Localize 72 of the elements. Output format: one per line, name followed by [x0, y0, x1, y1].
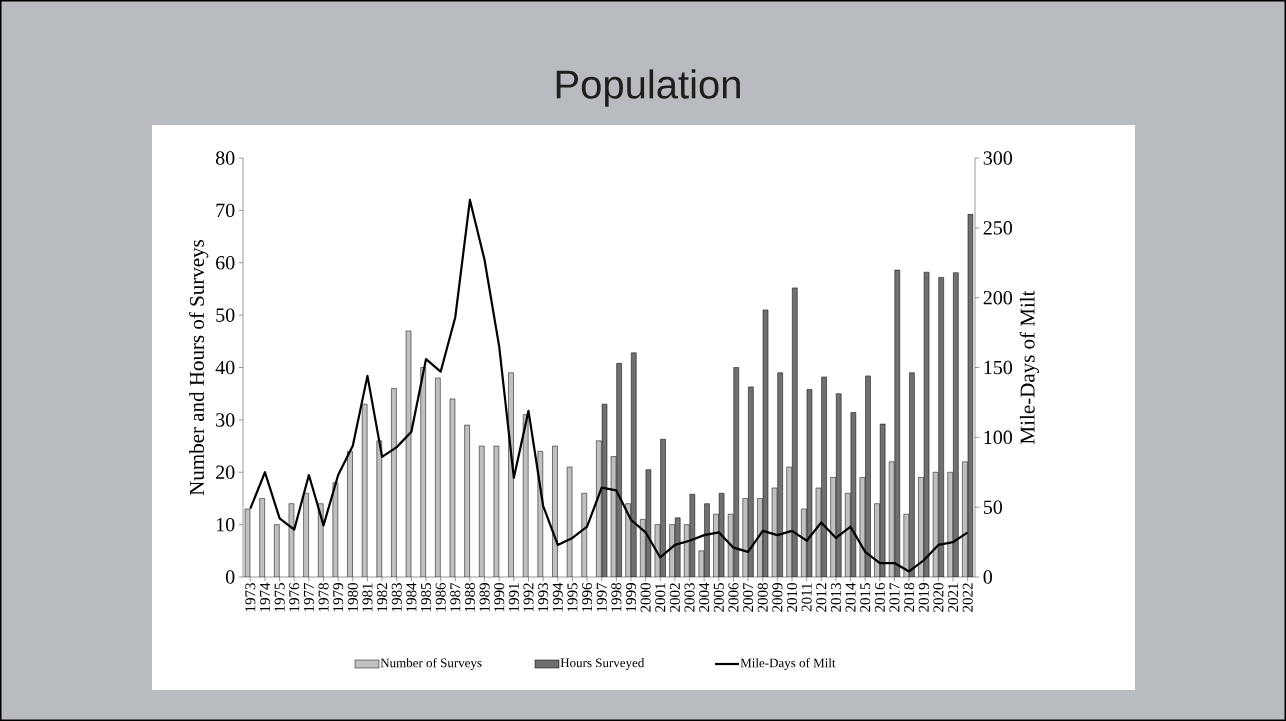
legend-label: Number of Surveys	[380, 658, 482, 670]
x-tick-label: 2021	[947, 583, 959, 612]
y2-tick-label: 100	[984, 430, 1013, 445]
y2-tick-label: 200	[983, 290, 1013, 305]
x-tick-label: 1987	[450, 582, 461, 612]
x-tick-label: 1986	[435, 582, 446, 612]
x-tick-label: 1997	[596, 582, 607, 612]
x-tick-label: 2018	[904, 583, 915, 612]
x-tick-label: 2012	[816, 583, 827, 612]
legend-label: Mile-Days of Milt	[740, 658, 836, 670]
x-tick-label: 1975	[274, 583, 285, 612]
x-tick-label: 1983	[391, 583, 402, 612]
x-tick-label: 2009	[772, 583, 783, 612]
x-tick-label: 2010	[786, 583, 798, 612]
x-tick-label: 2000	[640, 583, 651, 612]
x-tick-label: 1989	[479, 583, 490, 612]
x-tick-label: 2007	[743, 582, 754, 612]
y2-tick-label: 50	[983, 500, 1003, 514]
x-tick-label: 2008	[757, 583, 768, 612]
y2-tick-label: 150	[984, 360, 1013, 375]
x-tick-label: 2013	[830, 583, 841, 612]
x-tick-label: 1992	[523, 583, 534, 612]
x-tick-label: 2022	[962, 583, 973, 612]
x-tick-label: 1995	[567, 583, 578, 612]
x-tick-label: 2004	[699, 582, 710, 612]
y-tick-label: 60	[216, 256, 235, 270]
x-tick-label: 1999	[625, 583, 636, 612]
x-tick-label: 1984	[406, 582, 417, 612]
x-tick-label: 1988	[464, 583, 475, 612]
y-tick-label: 0	[225, 570, 235, 584]
x-tick-label: 2015	[860, 583, 871, 612]
y-axis-title: Number and Hours of Surveys	[189, 239, 209, 496]
y2-tick-label: 300	[983, 151, 1013, 165]
x-tick-label: 1980	[347, 583, 358, 612]
y-tick-label: 50	[216, 308, 235, 322]
x-tick-label: 2014	[845, 582, 856, 612]
x-tick-label: 1976	[289, 582, 300, 612]
x-tick-label: 2020	[933, 583, 944, 612]
x-tick-label: 2017	[889, 582, 900, 612]
y-tick-label: 10	[216, 517, 235, 532]
x-tick-label: 2002	[669, 583, 680, 612]
x-tick-label: 1994	[552, 582, 563, 612]
x-tick-label: 1977	[303, 582, 314, 612]
x-tick-label: 2016	[874, 582, 885, 612]
y2-tick-label: 250	[983, 221, 1013, 235]
x-tick-label: 1998	[611, 583, 622, 612]
x-tick-label: 2019	[918, 583, 929, 612]
x-tick-label: 1979	[333, 583, 344, 612]
chart-title: Population	[556, 69, 740, 107]
x-tick-label: 1990	[494, 583, 505, 612]
x-tick-label: 1974	[259, 582, 270, 612]
y2-axis-title: Mile-Days of Milt	[1019, 290, 1039, 444]
y-tick-label: 40	[215, 360, 235, 375]
y2-tick-label: 0	[983, 570, 993, 584]
x-tick-label: 1993	[538, 583, 549, 612]
y-tick-label: 70	[216, 203, 235, 218]
x-tick-label: 1991	[508, 583, 519, 612]
y-tick-label: 80	[215, 151, 235, 165]
legend-label: Hours Surveyed	[560, 658, 645, 670]
x-tick-label: 1973	[245, 583, 256, 612]
y-tick-label: 20	[216, 465, 235, 479]
x-tick-label: 2006	[728, 582, 739, 612]
x-tick-label: 1985	[420, 583, 432, 612]
x-tick-label: 2011	[801, 583, 812, 612]
x-tick-label: 2005	[713, 583, 724, 612]
x-tick-label: 1996	[582, 582, 593, 612]
x-tick-label: 1978	[318, 583, 329, 612]
y-tick-label: 30	[216, 413, 235, 427]
x-tick-label: 1981	[362, 583, 373, 612]
x-tick-label: 1982	[377, 583, 388, 612]
x-tick-label: 2001	[655, 583, 666, 612]
x-tick-label: 2003	[684, 583, 695, 612]
